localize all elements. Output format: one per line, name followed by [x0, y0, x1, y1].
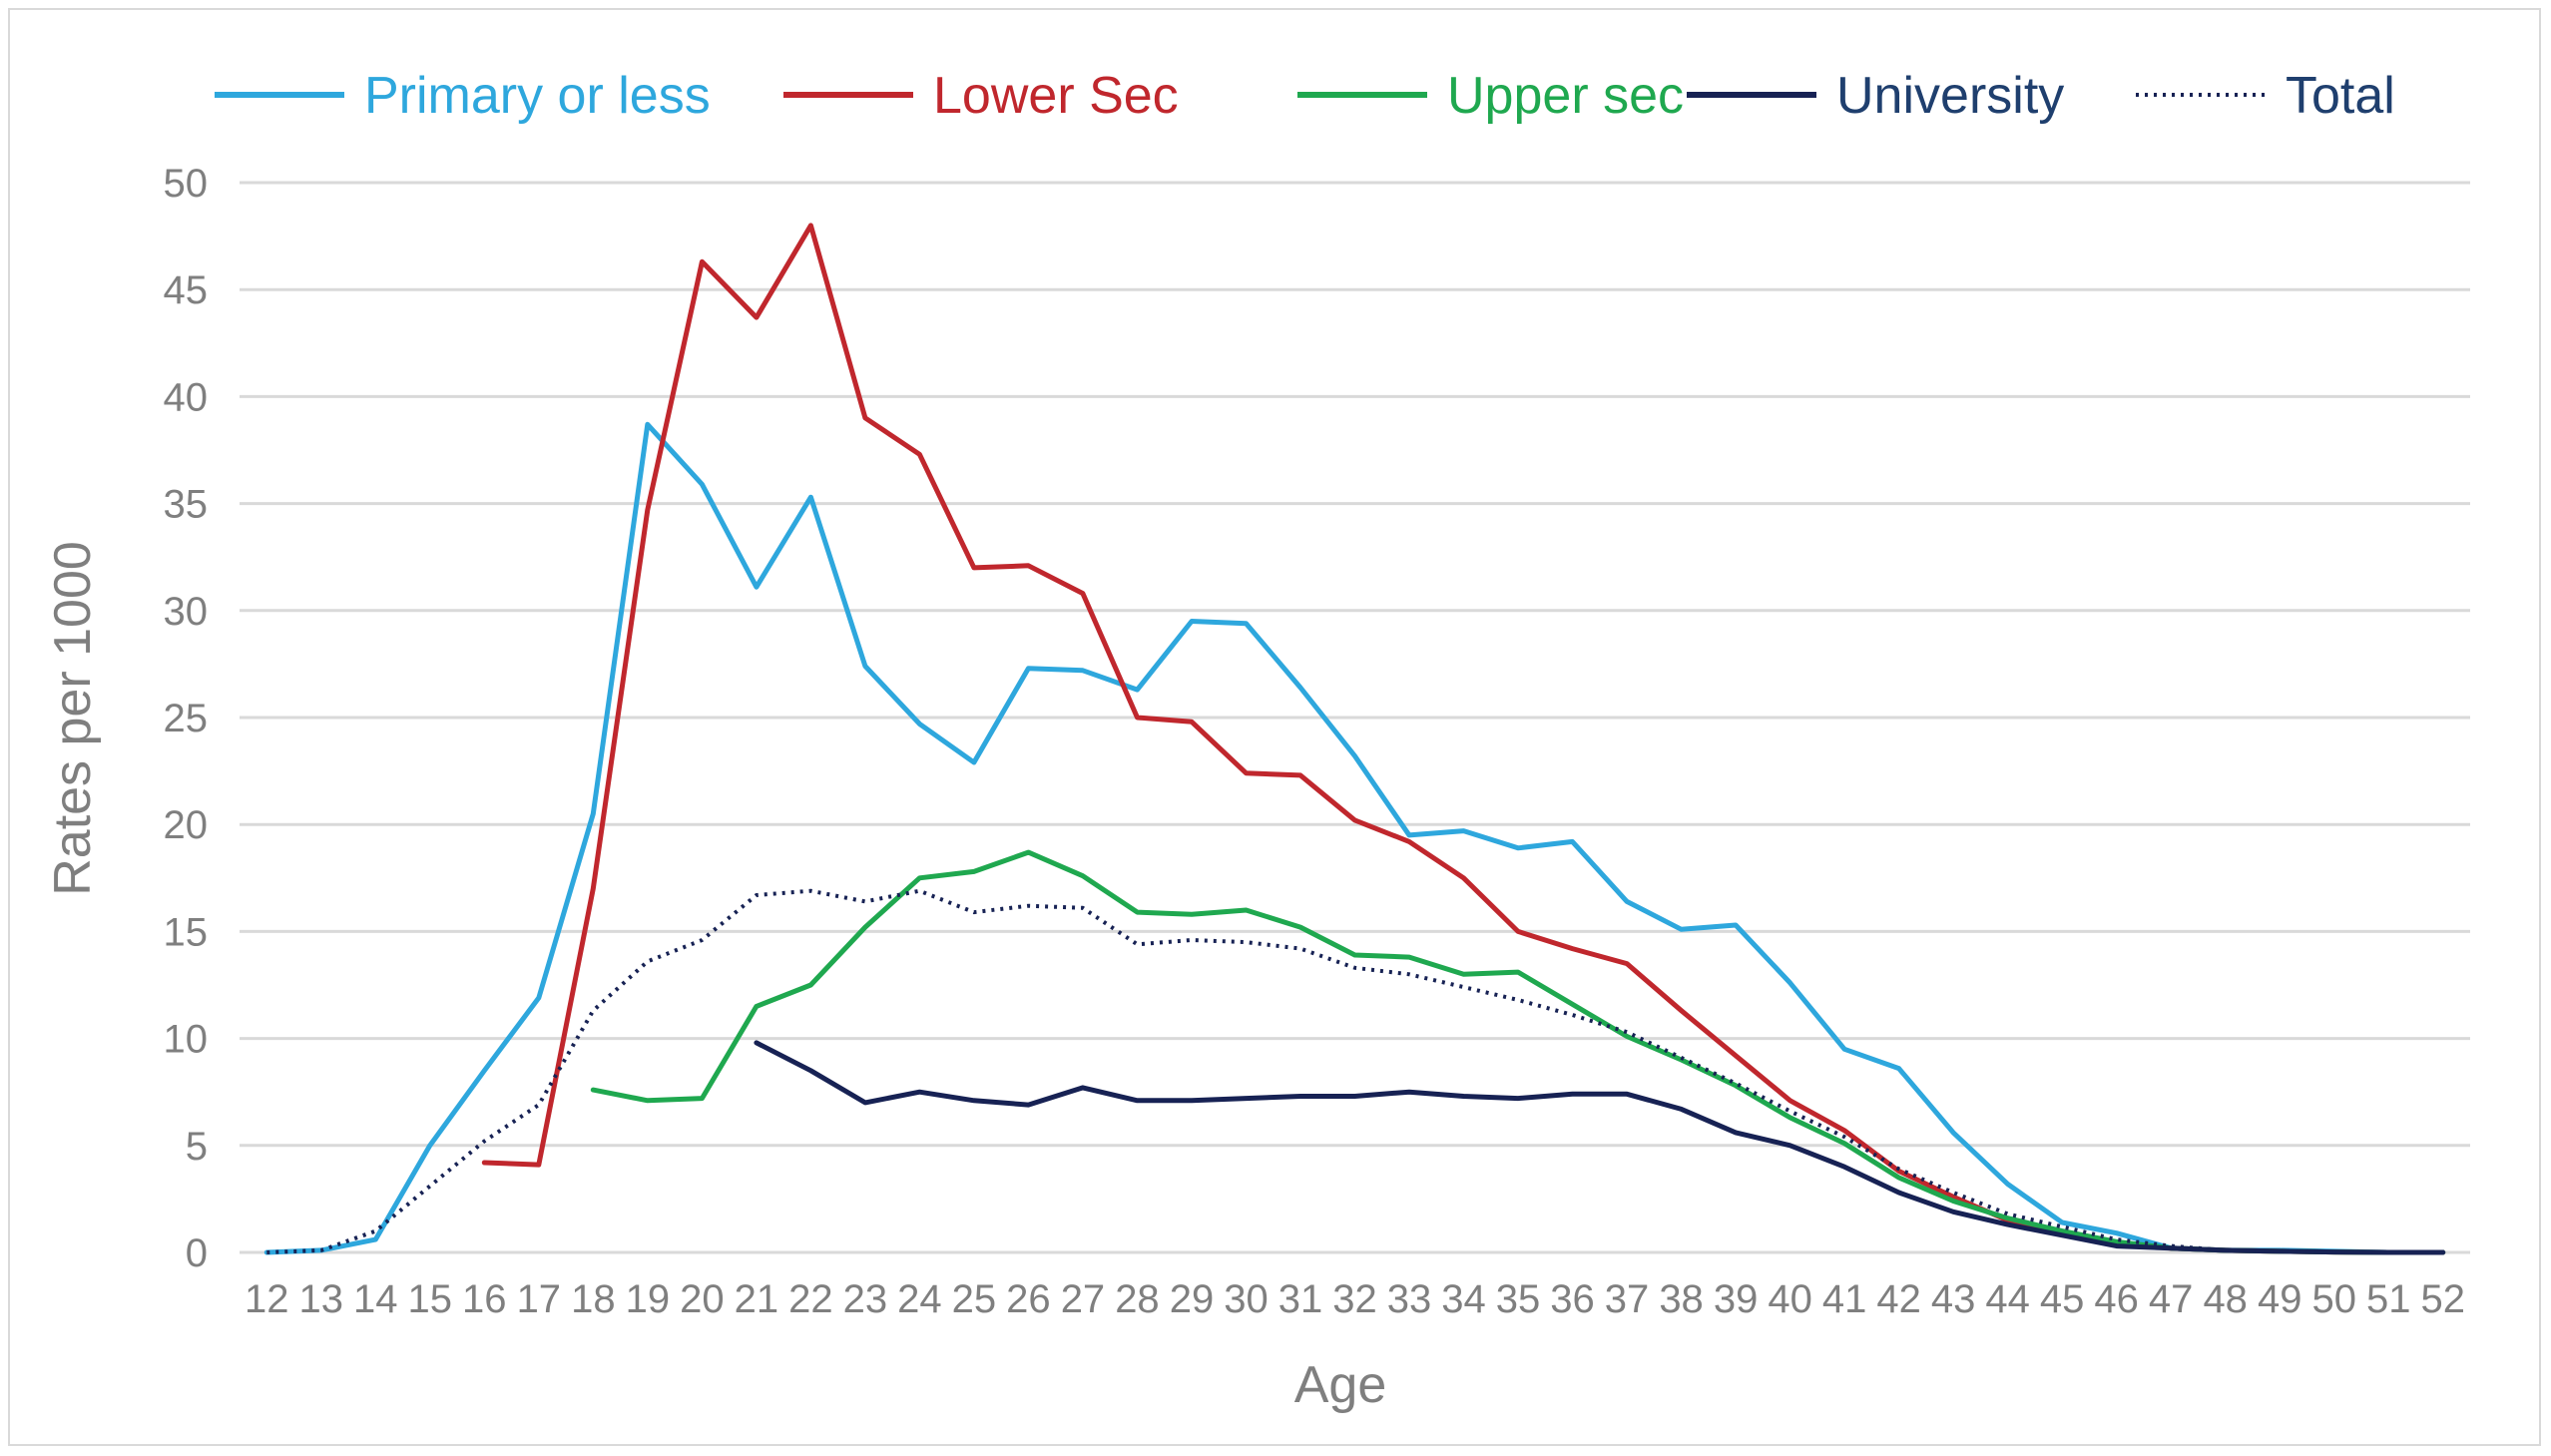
- x-tick-label: 35: [1496, 1277, 1541, 1321]
- y-axis-title: Rates per 1000: [44, 541, 102, 896]
- x-tick-label: 34: [1441, 1277, 1486, 1321]
- x-tick-label: 46: [2094, 1277, 2139, 1321]
- x-tick-label: 29: [1170, 1277, 1215, 1321]
- x-tick-label: 26: [1006, 1277, 1051, 1321]
- x-tick-label: 27: [1061, 1277, 1106, 1321]
- y-tick-label: 10: [164, 1018, 209, 1062]
- legend-label: University: [1836, 67, 2064, 125]
- series-line-total: [266, 888, 2443, 1254]
- x-tick-label: 28: [1115, 1277, 1160, 1321]
- x-tick-label: 13: [299, 1277, 344, 1321]
- x-tick-label: 23: [843, 1277, 888, 1321]
- x-tick-label: 48: [2203, 1277, 2248, 1321]
- y-tick-label: 45: [164, 268, 209, 312]
- y-tick-labels: 0 5 10 15 20 25 30 35 40 45 50: [164, 162, 209, 1275]
- x-tick-label: 15: [408, 1277, 453, 1321]
- x-tick-label: 47: [2149, 1277, 2194, 1321]
- x-tick-labels: 12 13 14 15 16 17 18 19 20 21 22 23 24 25 26 27 28 29 30 31…: [245, 1277, 2465, 1321]
- x-tick-label: 20: [680, 1277, 725, 1321]
- y-tick-label: 15: [164, 910, 209, 954]
- y-tick-label: 30: [164, 590, 209, 634]
- y-tick-label: 0: [186, 1231, 208, 1275]
- x-axis-title: Age: [1294, 1356, 1387, 1414]
- x-tick-label: 22: [788, 1277, 833, 1321]
- x-tick-label: 41: [1822, 1277, 1867, 1321]
- series-line-university: [754, 1040, 2446, 1255]
- x-tick-label: 50: [2311, 1277, 2356, 1321]
- x-tick-label: 44: [1985, 1277, 2030, 1321]
- x-tick-label: 36: [1550, 1277, 1595, 1321]
- gridlines: [240, 181, 2470, 1254]
- x-tick-label: 21: [735, 1277, 779, 1321]
- x-tick-label: 49: [2258, 1277, 2302, 1321]
- x-tick-label: 42: [1876, 1277, 1921, 1321]
- x-tick-label: 24: [897, 1277, 942, 1321]
- y-tick-label: 5: [186, 1125, 208, 1169]
- x-tick-label: 38: [1659, 1277, 1704, 1321]
- legend-label: Total: [2286, 67, 2395, 125]
- x-tick-label: 30: [1224, 1277, 1269, 1321]
- series-line-upper-sec: [590, 849, 2446, 1255]
- x-tick-label: 19: [626, 1277, 671, 1321]
- x-tick-label: 17: [517, 1277, 562, 1321]
- x-tick-label: 32: [1332, 1277, 1377, 1321]
- x-tick-label: 45: [2040, 1277, 2085, 1321]
- x-tick-label: 52: [2420, 1277, 2465, 1321]
- series-line-primary-or-less: [263, 421, 2446, 1255]
- x-tick-label: 37: [1605, 1277, 1650, 1321]
- x-tick-label: 51: [2366, 1277, 2411, 1321]
- legend: Primary or less Lower Sec Upper sec Univers…: [215, 67, 2395, 125]
- y-tick-label: 40: [164, 375, 209, 419]
- x-tick-label: 12: [245, 1277, 289, 1321]
- legend-label: Primary or less: [364, 67, 711, 125]
- x-tick-label: 40: [1768, 1277, 1812, 1321]
- y-tick-label: 35: [164, 483, 209, 527]
- series-lines: [263, 223, 2446, 1255]
- x-tick-label: 25: [952, 1277, 997, 1321]
- legend-label: Upper sec: [1447, 67, 1684, 125]
- y-tick-label: 20: [164, 803, 209, 847]
- x-tick-label: 39: [1714, 1277, 1759, 1321]
- x-tick-label: 14: [353, 1277, 398, 1321]
- x-tick-label: 43: [1931, 1277, 1976, 1321]
- legend-label: Lower Sec: [933, 67, 1179, 125]
- x-tick-label: 16: [462, 1277, 507, 1321]
- x-tick-label: 33: [1387, 1277, 1432, 1321]
- y-tick-label: 25: [164, 697, 209, 740]
- chart-frame: 0 5 10 15 20 25 30 35 40 45 50 12 13 14 15 16 17 18 19 20 2…: [8, 8, 2541, 1446]
- x-tick-label: 31: [1278, 1277, 1323, 1321]
- y-tick-label: 50: [164, 162, 209, 206]
- x-tick-label: 18: [571, 1277, 616, 1321]
